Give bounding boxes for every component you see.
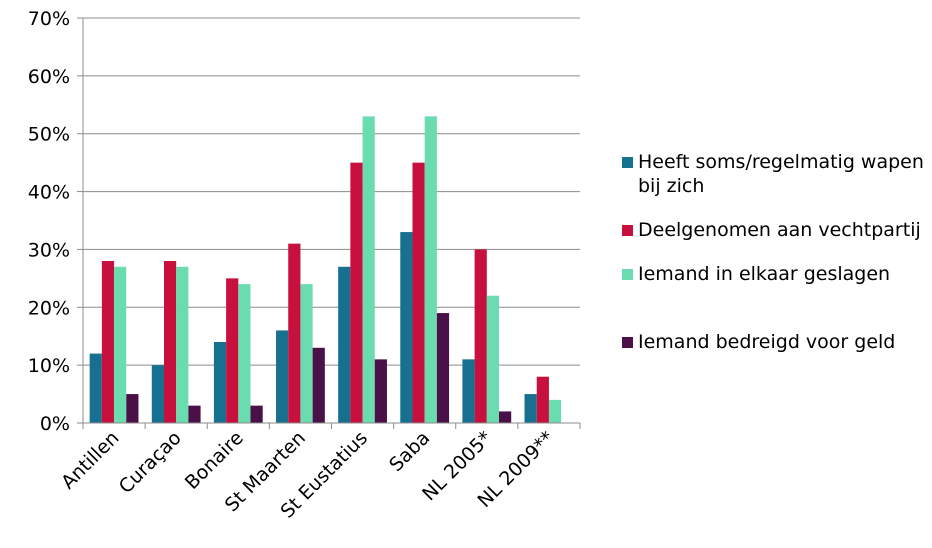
bar bbox=[276, 330, 289, 423]
bar bbox=[101, 261, 115, 423]
legend-label-vechtpartij: Deelgenomen aan vechtpartij bbox=[638, 219, 921, 241]
y-tick-label: 50% bbox=[28, 124, 70, 146]
y-tick-label: 0% bbox=[40, 413, 70, 435]
legend-item-wapen: Heeft soms/regelmatig wapen bij zich bbox=[622, 150, 927, 198]
bar bbox=[524, 394, 537, 423]
x-tick-label: Curaçao bbox=[115, 427, 186, 498]
bar bbox=[250, 405, 263, 423]
bar bbox=[362, 116, 375, 423]
bar bbox=[548, 399, 562, 423]
legend-item-bedreigd: Iemand bedreigd voor geld bbox=[622, 330, 927, 354]
bar bbox=[226, 278, 239, 423]
legend-swatch-vechtpartij bbox=[622, 225, 633, 236]
y-tick-label: 20% bbox=[28, 297, 70, 319]
bar bbox=[114, 266, 127, 423]
x-tick-label: Saba bbox=[385, 427, 434, 476]
bar bbox=[424, 116, 437, 423]
bar bbox=[188, 405, 201, 423]
bar bbox=[486, 295, 500, 423]
legend-label-geslagen: Iemand in elkaar geslagen bbox=[638, 263, 891, 285]
bar bbox=[288, 243, 301, 423]
bar bbox=[338, 266, 351, 423]
bar bbox=[238, 284, 251, 423]
y-tick-label: 10% bbox=[28, 355, 70, 377]
y-tick-label: 60% bbox=[28, 66, 70, 88]
bar bbox=[350, 162, 363, 423]
legend-item-geslagen: Iemand in elkaar geslagen bbox=[622, 262, 927, 286]
bar bbox=[499, 411, 512, 423]
bar bbox=[412, 162, 425, 423]
y-tick-label: 30% bbox=[28, 239, 70, 261]
legend-swatch-wapen bbox=[622, 157, 633, 168]
bar bbox=[374, 359, 387, 423]
bar bbox=[213, 342, 227, 423]
bar bbox=[536, 376, 549, 423]
legend-label-bedreigd: Iemand bedreigd voor geld bbox=[638, 331, 896, 353]
y-tick-label: 70% bbox=[28, 8, 70, 30]
y-tick-label: 40% bbox=[28, 182, 70, 204]
bar bbox=[474, 249, 487, 423]
bar bbox=[436, 313, 450, 423]
bar bbox=[400, 232, 413, 423]
bar bbox=[462, 359, 475, 423]
bar bbox=[89, 353, 102, 423]
bar bbox=[300, 284, 313, 423]
x-tick-label: Antillen bbox=[57, 427, 124, 494]
bar bbox=[163, 261, 177, 423]
legend-label-wapen: Heeft soms/regelmatig wapen bij zich bbox=[638, 151, 924, 197]
bar bbox=[126, 394, 139, 423]
legend-swatch-geslagen bbox=[622, 269, 633, 280]
bar bbox=[176, 266, 189, 423]
legend: Heeft soms/regelmatig wapen bij zich Dee… bbox=[622, 150, 927, 354]
legend-item-vechtpartij: Deelgenomen aan vechtpartij bbox=[622, 218, 927, 242]
bar bbox=[151, 365, 164, 423]
legend-swatch-bedreigd bbox=[622, 337, 633, 348]
bar bbox=[312, 347, 325, 423]
